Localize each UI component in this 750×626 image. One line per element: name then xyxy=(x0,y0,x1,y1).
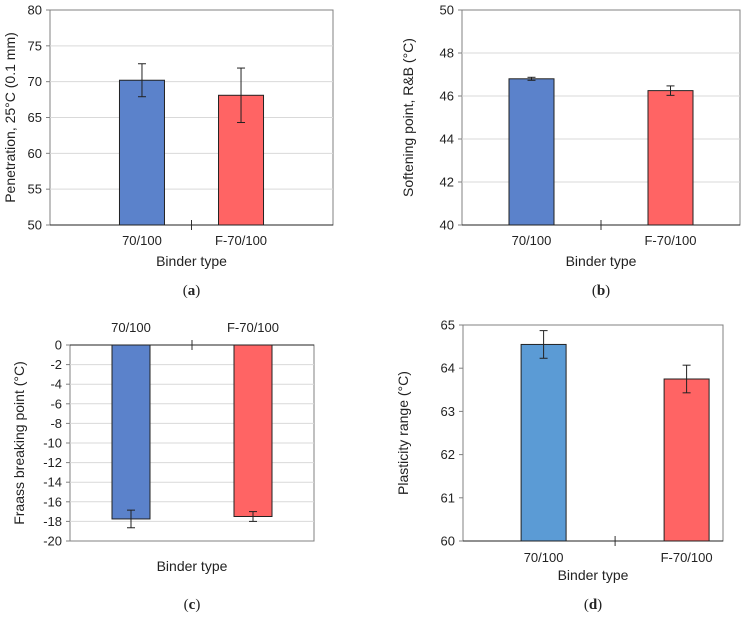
y-tick-label: 64 xyxy=(441,361,455,376)
x-category-label: 70/100 xyxy=(122,233,162,248)
y-tick-label: 40 xyxy=(440,218,454,233)
y-tick-label: 63 xyxy=(441,404,455,419)
y-tick-label: -2 xyxy=(50,357,62,372)
y-tick-label: -16 xyxy=(43,494,62,509)
y-tick-label: -10 xyxy=(43,436,62,451)
x-category-label: 70/100 xyxy=(524,550,564,565)
y-tick-label: 0 xyxy=(55,338,62,353)
chart-panel-c: 0 -2 -4 -6 -8 -10 -12 -14 -16 -18 -20 70/100 F-70/10… xyxy=(11,320,315,613)
y-tick-label: 50 xyxy=(440,3,454,18)
y-tick-label: -6 xyxy=(50,396,62,411)
y-tick-label: -12 xyxy=(43,455,62,470)
y-axis-title: Softening point, R&B (°C) xyxy=(400,38,416,197)
chart-panel-d: 60 61 62 63 64 65 70/100 F-70/100 Plasticity ran… xyxy=(395,318,724,613)
plot-area-frame xyxy=(461,9,741,226)
y-tick-label: -8 xyxy=(50,416,62,431)
y-axis-title: Penetration, 25°C (0.1 mm) xyxy=(2,32,18,203)
panel-label: (c) xyxy=(184,597,201,613)
bar-70-100 xyxy=(520,343,567,542)
y-tick-label: -4 xyxy=(50,377,62,392)
chart-panel-b: 40 42 44 46 48 50 70/100 F-70/100 Softening poin… xyxy=(400,3,741,299)
bar-70-100 xyxy=(118,79,165,226)
bar-70-100 xyxy=(508,78,555,226)
y-tick-label: 80 xyxy=(28,3,42,18)
y-tick-label: -18 xyxy=(43,514,62,529)
x-axis-title: Binder type xyxy=(157,558,228,574)
y-tick-label: 46 xyxy=(440,89,454,104)
y-tick-label: 65 xyxy=(441,318,455,333)
x-axis-title: Binder type xyxy=(558,567,629,583)
x-category-label: F-70/100 xyxy=(661,550,713,565)
y-tick-label: 60 xyxy=(28,146,42,161)
y-tick-label: -14 xyxy=(43,475,62,490)
x-category-label: F-70/100 xyxy=(215,233,267,248)
panel-label: (a) xyxy=(183,283,201,299)
bar-f-70-100 xyxy=(647,90,694,226)
y-tick-label: -20 xyxy=(43,534,62,549)
x-axis-title: Binder type xyxy=(566,253,637,269)
y-tick-label: 42 xyxy=(440,175,454,190)
y-tick-label: 61 xyxy=(441,490,455,505)
y-tick-label: 48 xyxy=(440,46,454,61)
y-tick-label: 55 xyxy=(28,182,42,197)
panel-label: (d) xyxy=(584,597,602,613)
chart-panel-a: 50 55 60 65 70 75 80 70/100 F-70/100 Penetration,… xyxy=(2,3,334,299)
y-axis-title: Plasticity range (°C) xyxy=(395,371,411,495)
bar-f-70-100 xyxy=(663,378,710,542)
y-tick-label: 50 xyxy=(28,218,42,233)
panel-letter: a xyxy=(188,283,196,299)
bar-70-100 xyxy=(111,344,151,520)
y-axis-title: Fraass breaking point (°C) xyxy=(11,361,27,525)
x-category-label: 70/100 xyxy=(512,233,552,248)
bar-f-70-100 xyxy=(233,344,273,517)
x-axis-title: Binder type xyxy=(156,253,227,269)
x-category-label: F-70/100 xyxy=(227,320,279,335)
y-tick-label: 70 xyxy=(28,74,42,89)
y-tick-label: 65 xyxy=(28,110,42,125)
y-tick-label: 44 xyxy=(440,132,454,147)
x-category-label: F-70/100 xyxy=(644,233,696,248)
x-category-label: 70/100 xyxy=(111,320,151,335)
y-tick-label: 75 xyxy=(28,38,42,53)
panel-letter: d xyxy=(589,597,598,613)
panel-letter: c xyxy=(189,597,196,613)
panel-letter: b xyxy=(597,283,605,299)
y-tick-label: 60 xyxy=(441,534,455,549)
y-tick-label: 62 xyxy=(441,447,455,462)
panel-label: (b) xyxy=(592,283,610,299)
